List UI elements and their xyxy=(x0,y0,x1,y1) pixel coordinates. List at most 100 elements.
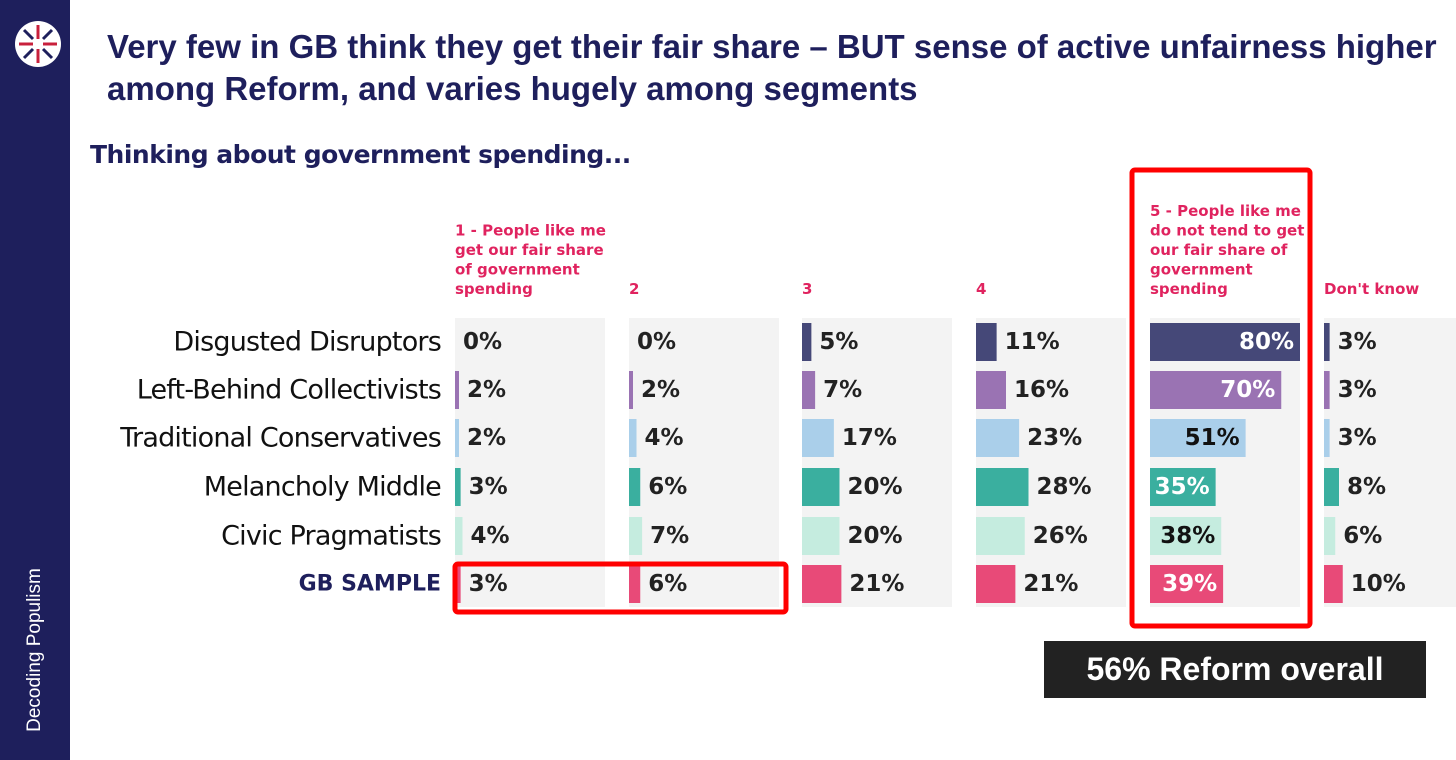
column-header-1-line-2: get our fair share xyxy=(455,241,604,259)
value-label-r6-c1: 3% xyxy=(469,571,508,597)
bar-r2-c4 xyxy=(976,371,1006,409)
bar-r6-c4 xyxy=(976,565,1016,603)
bar-r2-c1 xyxy=(455,371,459,409)
bar-r4-c4 xyxy=(976,468,1029,506)
bar-r1-c3 xyxy=(802,323,812,361)
bar-r3-c3 xyxy=(802,419,834,457)
panel-bg-3 xyxy=(802,318,952,607)
value-label-r5-c5: 38% xyxy=(1160,523,1215,549)
value-label-r2-c2: 2% xyxy=(641,377,680,403)
panel-bg-6 xyxy=(1324,318,1456,607)
value-label-r2-c3: 7% xyxy=(823,377,862,403)
value-label-r4-c6: 8% xyxy=(1347,474,1386,500)
column-header-2-line-1: 2 xyxy=(629,280,639,298)
value-label-r1-c2: 0% xyxy=(637,329,676,355)
value-label-r5-c4: 26% xyxy=(1033,523,1088,549)
value-label-r1-c4: 11% xyxy=(1005,329,1060,355)
value-label-r1-c5: 80% xyxy=(1239,329,1294,355)
bar-r5-c1 xyxy=(455,517,463,555)
bar-r4-c5 xyxy=(1150,468,1216,506)
column-header-5-line-3: our fair share of xyxy=(1150,241,1288,259)
chart-subtitle: Thinking about government spending... xyxy=(90,140,631,169)
value-label-r3-c2: 4% xyxy=(645,425,684,451)
value-label-r2-c5: 70% xyxy=(1220,377,1275,403)
bar-r3-c4 xyxy=(976,419,1020,457)
bar-r3-c5 xyxy=(1150,419,1246,457)
value-label-r2-c4: 16% xyxy=(1014,377,1069,403)
bar-r6-c6 xyxy=(1324,565,1343,603)
highlight-box-column-5 xyxy=(1129,167,1313,629)
page-title: Very few in GB think they get their fair… xyxy=(107,28,1437,107)
value-label-r1-c6: 3% xyxy=(1338,329,1377,355)
value-label-r4-c1: 3% xyxy=(469,474,508,500)
value-label-r5-c1: 4% xyxy=(471,523,510,549)
value-label-r1-c3: 5% xyxy=(819,329,858,355)
highlight-box-gb-sample xyxy=(452,561,789,615)
value-label-r5-c2: 7% xyxy=(650,523,689,549)
value-label-r3-c5: 51% xyxy=(1185,425,1240,451)
bar-r2-c6 xyxy=(1324,371,1330,409)
row-label-3: Traditional Conservatives xyxy=(119,423,441,454)
value-label-r3-c1: 2% xyxy=(467,425,506,451)
panel-bg-2 xyxy=(629,318,779,607)
value-label-r6-c4: 21% xyxy=(1023,571,1078,597)
bar-r3-c6 xyxy=(1324,419,1330,457)
column-header-1-line-1: 1 - People like me xyxy=(455,222,606,240)
bar-r6-c1 xyxy=(455,565,461,603)
logo-icon xyxy=(15,21,61,67)
bar-r2-c5 xyxy=(1150,371,1282,409)
value-label-r6-c6: 10% xyxy=(1351,571,1406,597)
column-header-5-line-4: government xyxy=(1150,261,1253,279)
bar-r4-c6 xyxy=(1324,468,1339,506)
column-header-1-line-3: of government xyxy=(455,261,580,279)
value-label-r5-c6: 6% xyxy=(1343,523,1382,549)
value-label-r3-c3: 17% xyxy=(842,425,897,451)
column-header-5-line-5: spending xyxy=(1150,280,1228,298)
panel-bg-1 xyxy=(455,318,605,607)
column-header-4-line-1: 4 xyxy=(976,280,986,298)
row-label-6: GB SAMPLE xyxy=(299,572,441,597)
bar-r3-c1 xyxy=(455,419,459,457)
bar-r2-c3 xyxy=(802,371,816,409)
value-label-r6-c3: 21% xyxy=(849,571,904,597)
reform-callout: 56% Reform overall xyxy=(1044,641,1426,698)
value-label-r4-c4: 28% xyxy=(1037,474,1092,500)
bar-r4-c3 xyxy=(802,468,840,506)
bar-r5-c5 xyxy=(1150,517,1222,555)
value-label-r4-c2: 6% xyxy=(648,474,687,500)
row-label-2: Left-Behind Collectivists xyxy=(137,375,441,406)
value-label-r5-c3: 20% xyxy=(848,523,903,549)
bar-r5-c3 xyxy=(802,517,840,555)
value-label-r6-c2: 6% xyxy=(648,571,687,597)
row-label-4: Melancholy Middle xyxy=(204,472,441,503)
bar-r6-c2 xyxy=(629,565,641,603)
value-label-r3-c4: 23% xyxy=(1027,425,1082,451)
value-label-r4-c5: 35% xyxy=(1155,474,1210,500)
row-label-1: Disgusted Disruptors xyxy=(173,327,441,358)
sidebar: Decoding Populism xyxy=(0,0,70,760)
panel-bg-5 xyxy=(1150,318,1300,607)
bar-r6-c3 xyxy=(802,565,842,603)
bar-r6-c5 xyxy=(1150,565,1224,603)
column-header-6-line-1: Don't know xyxy=(1324,280,1419,298)
bar-r4-c1 xyxy=(455,468,461,506)
bar-r3-c2 xyxy=(629,419,637,457)
bar-r4-c2 xyxy=(629,468,641,506)
bar-r5-c2 xyxy=(629,517,643,555)
column-header-5-line-2: do not tend to get xyxy=(1150,222,1304,240)
bar-r1-c6 xyxy=(1324,323,1330,361)
value-label-r1-c1: 0% xyxy=(463,329,502,355)
value-label-r6-c5: 39% xyxy=(1162,571,1217,597)
bar-r5-c6 xyxy=(1324,517,1336,555)
value-label-r2-c1: 2% xyxy=(467,377,506,403)
value-label-r4-c3: 20% xyxy=(848,474,903,500)
value-label-r2-c6: 3% xyxy=(1338,377,1377,403)
bar-r5-c4 xyxy=(976,517,1025,555)
column-header-1-line-4: spending xyxy=(455,280,533,298)
bar-r1-c5 xyxy=(1150,323,1300,361)
column-header-3-line-1: 3 xyxy=(802,280,812,298)
panel-bg-4 xyxy=(976,318,1126,607)
value-label-r3-c6: 3% xyxy=(1338,425,1377,451)
column-header-5-line-1: 5 - People like me xyxy=(1150,202,1301,220)
